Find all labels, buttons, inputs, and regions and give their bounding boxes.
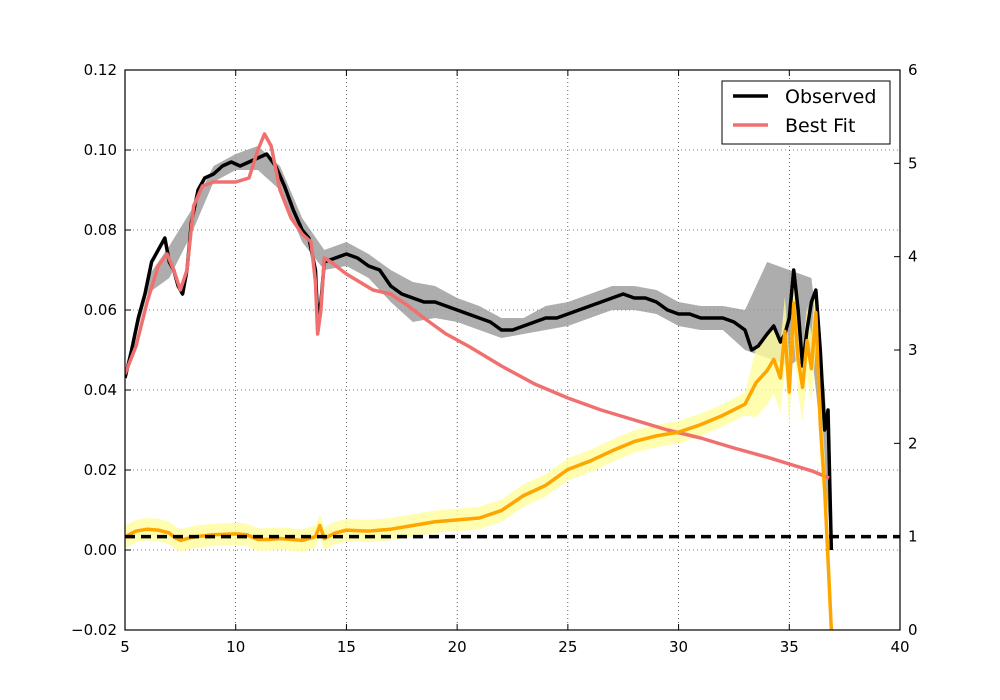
x-tick-label: 10 [226, 638, 245, 656]
x-tick-label: 40 [890, 638, 909, 656]
axis-ticks: 5 10 15 20 25 30 35 40−0.020.000.020.040.060.08… [71, 61, 918, 656]
legend-box [721, 80, 891, 145]
legend: Observed Best Fit [721, 80, 891, 145]
y2-tick-label: 3 [908, 341, 918, 359]
x-tick-label: 5 [120, 638, 130, 656]
y-tick-label: 0.12 [84, 61, 117, 79]
series-lines [125, 132, 900, 630]
y2-tick-label: 4 [908, 248, 918, 266]
y-tick-label: 0.10 [84, 141, 117, 159]
y-tick-label: 0.06 [84, 301, 117, 319]
series-line-observed [125, 152, 834, 551]
y2-tick-label: 5 [908, 154, 918, 172]
y-tick-label: 0.04 [84, 381, 117, 399]
series-line-best-fit [125, 132, 830, 480]
y-tick-label: −0.02 [71, 621, 117, 639]
legend-label-best-fit: Best Fit [785, 115, 855, 137]
y2-tick-label: 1 [908, 528, 918, 546]
y-tick-label: 0.02 [84, 461, 117, 479]
y2-tick-label: 0 [908, 621, 918, 639]
y2-tick-label: 2 [908, 434, 918, 452]
y2-tick-label: 6 [908, 61, 918, 79]
legend-label-observed: Observed [785, 86, 876, 108]
x-tick-label: 30 [669, 638, 688, 656]
y-tick-label: 0.08 [84, 221, 117, 239]
x-tick-label: 15 [337, 638, 356, 656]
x-tick-label: 25 [558, 638, 577, 656]
y-tick-label: 0.00 [84, 541, 117, 559]
x-tick-label: 20 [448, 638, 467, 656]
x-tick-label: 35 [780, 638, 799, 656]
